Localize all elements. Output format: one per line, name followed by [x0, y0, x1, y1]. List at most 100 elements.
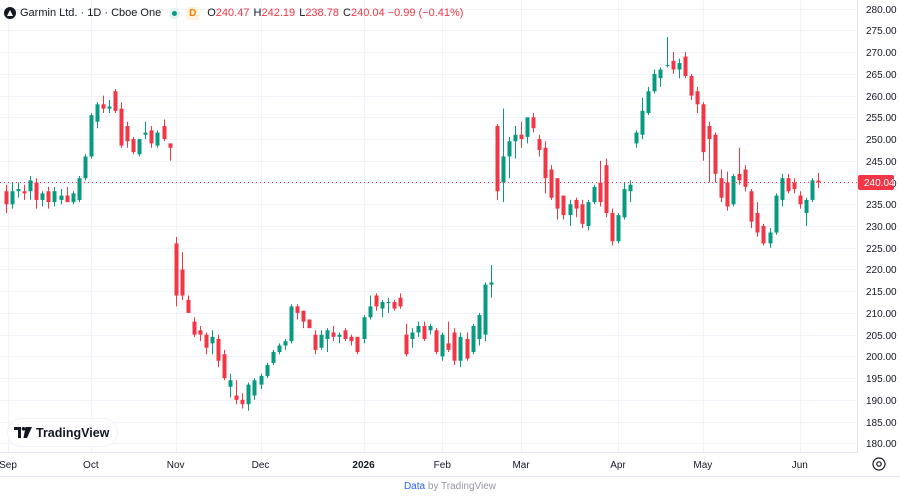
gear-icon[interactable] — [871, 456, 887, 472]
candle — [531, 113, 536, 133]
candle-body — [798, 195, 803, 205]
market-status-icon[interactable] — [169, 7, 181, 19]
candle — [543, 141, 548, 194]
candle — [471, 323, 476, 355]
candle — [192, 317, 197, 337]
price-tick-label: 190.00 — [866, 396, 897, 407]
candle — [810, 178, 815, 203]
candle-body — [180, 269, 185, 296]
candle — [83, 154, 88, 181]
candle — [277, 343, 282, 355]
candle-body — [768, 232, 773, 244]
candle-body — [331, 332, 336, 337]
candle — [561, 195, 566, 220]
symbol-title[interactable]: Garmin Ltd. · 1D · Cboe One — [20, 7, 162, 19]
attribution-text: by TradingView — [427, 481, 497, 492]
candle — [386, 297, 391, 313]
candle — [398, 293, 403, 309]
candle-body — [398, 297, 403, 307]
candle — [65, 186, 70, 203]
candle — [416, 321, 421, 337]
candle — [483, 282, 488, 342]
candle-body — [440, 334, 445, 357]
candle — [125, 121, 130, 148]
price-tick-label: 235.00 — [866, 200, 897, 211]
price-tick-label: 185.00 — [866, 418, 897, 429]
candle-body — [392, 302, 397, 309]
price-tick-label: 210.00 — [866, 309, 897, 320]
candle — [368, 295, 373, 320]
candle-body — [222, 354, 227, 379]
tradingview-logo[interactable]: TradingView — [8, 419, 118, 446]
candle — [665, 36, 670, 68]
candle-body — [380, 302, 385, 309]
candle-body — [434, 330, 439, 353]
candle-body — [683, 56, 688, 77]
candle-body — [295, 306, 300, 313]
candle — [34, 178, 39, 209]
candle-body — [507, 141, 512, 157]
price-tick-label: 180.00 — [866, 439, 897, 450]
candle-body — [416, 325, 421, 333]
candle — [168, 143, 173, 161]
price-tick-label: 215.00 — [866, 287, 897, 298]
candle — [265, 362, 270, 379]
candle — [440, 332, 445, 361]
candle-body — [592, 186, 597, 203]
time-tick-label: Nov — [167, 460, 185, 471]
candle-body — [368, 306, 373, 318]
candle-body — [743, 169, 748, 187]
candle-body — [143, 132, 148, 135]
candle — [701, 102, 706, 161]
candle — [40, 191, 45, 207]
candle-body — [616, 215, 621, 242]
candle — [271, 349, 276, 366]
candle-body — [137, 139, 142, 155]
candle — [319, 330, 324, 350]
candle — [210, 330, 215, 355]
candle — [719, 169, 724, 203]
candle-body — [131, 139, 136, 153]
candle — [628, 180, 633, 203]
candle — [404, 323, 409, 357]
candle — [307, 319, 312, 329]
candle-body — [755, 212, 760, 233]
candle — [143, 121, 148, 140]
data-link[interactable]: Data — [403, 481, 426, 492]
candle — [349, 334, 354, 346]
candle — [707, 121, 712, 183]
candle-body — [780, 178, 785, 200]
close-label: C — [343, 7, 351, 19]
candle — [592, 184, 597, 205]
candle-body — [349, 336, 354, 342]
time-axis[interactable]: Sep Oct Nov Dec 2026 Feb Mar Apr May Jun — [0, 452, 858, 472]
candle-body — [125, 126, 130, 142]
triangle-logo-icon — [4, 7, 16, 19]
low-value: 238.78 — [305, 7, 339, 19]
candle — [28, 176, 33, 200]
candle-body — [259, 375, 264, 385]
candle — [198, 325, 203, 342]
candle-body — [810, 180, 815, 200]
high-value: 242.19 — [261, 7, 296, 19]
candle — [343, 328, 348, 342]
candle-body — [646, 91, 651, 113]
candle-body — [719, 178, 724, 198]
candle-body — [168, 143, 173, 148]
data-badge[interactable]: D — [186, 6, 200, 20]
candle-body — [501, 156, 506, 183]
candle — [59, 189, 64, 205]
candle-body — [586, 202, 591, 226]
candle-body — [561, 195, 566, 216]
candle-body — [483, 284, 488, 335]
candle-body — [731, 176, 736, 205]
price-tick-label: 270.00 — [866, 48, 897, 59]
candles — [4, 36, 821, 411]
candle — [234, 380, 239, 405]
price-axis[interactable]: 180.00 185.00 190.00 195.00 200.00 205.00 210.… — [857, 0, 898, 453]
time-tick-label: Oct — [83, 460, 99, 471]
candle-body — [34, 182, 39, 200]
candle — [149, 126, 154, 148]
